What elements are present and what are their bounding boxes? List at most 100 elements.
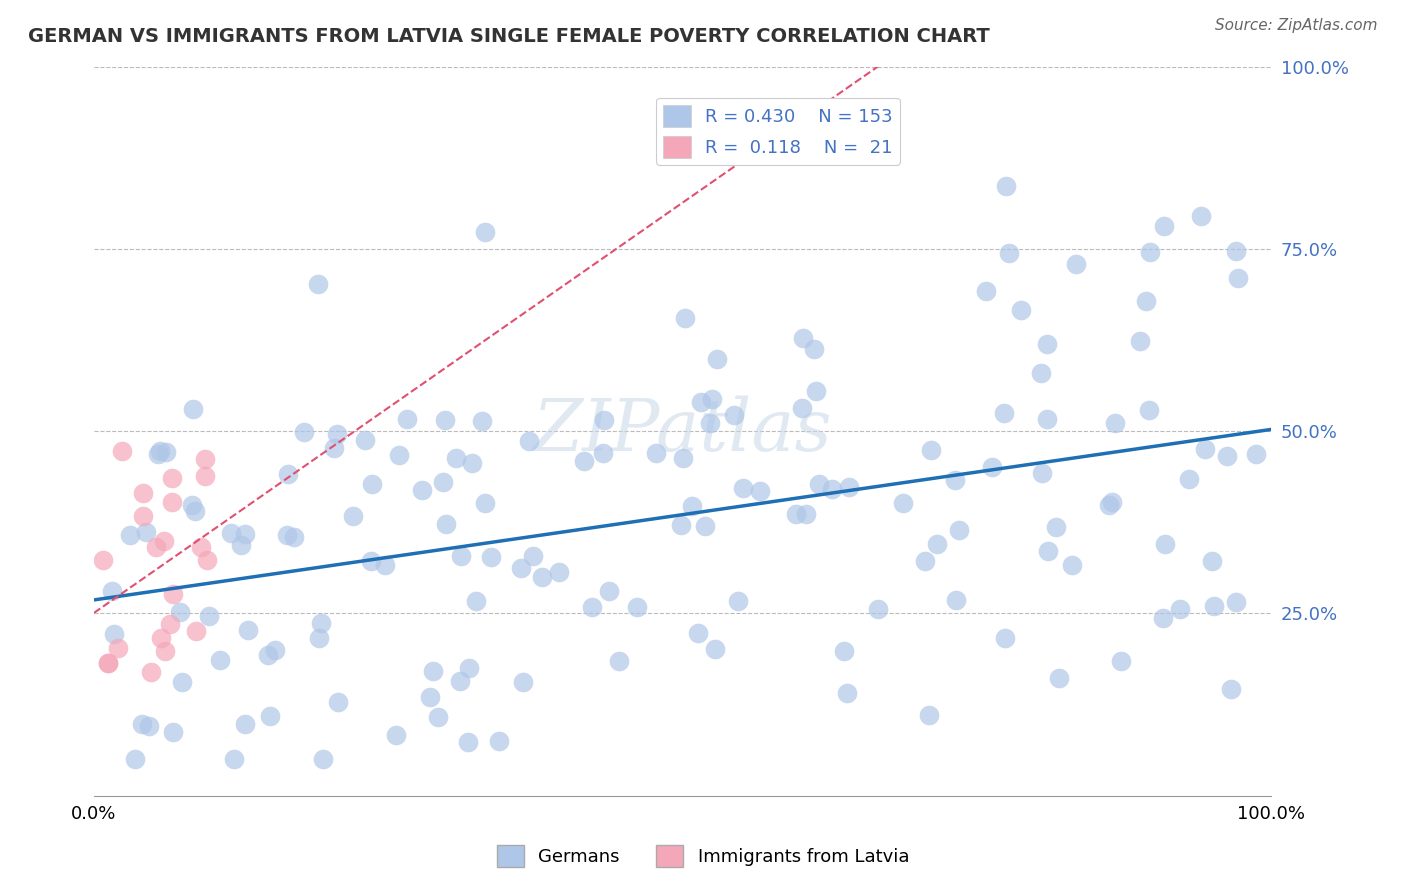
Point	[706, 352, 728, 367]
Point	[943, 473, 966, 487]
Point	[474, 496, 496, 510]
Point	[97, 657, 120, 671]
Legend: R = 0.430    N = 153, R =  0.118    N =  21: R = 0.430 N = 153, R = 0.118 N = 21	[657, 97, 900, 165]
Point	[101, 584, 124, 599]
Point	[103, 627, 125, 641]
Point	[748, 483, 770, 498]
Point	[1227, 270, 1250, 285]
Point	[891, 496, 914, 510]
Point	[184, 624, 207, 639]
Point	[162, 724, 184, 739]
Point	[283, 530, 305, 544]
Point	[162, 587, 184, 601]
Point	[479, 549, 502, 564]
Point	[1178, 472, 1201, 486]
Point	[803, 342, 825, 356]
Point	[97, 656, 120, 670]
Point	[170, 675, 193, 690]
Point	[918, 708, 941, 723]
Point	[925, 537, 948, 551]
Point	[276, 527, 298, 541]
Point	[198, 608, 221, 623]
Point	[132, 508, 155, 523]
Point	[673, 310, 696, 325]
Point	[434, 516, 457, 531]
Point	[276, 467, 298, 482]
Point	[138, 719, 160, 733]
Point	[155, 644, 177, 658]
Point	[1216, 449, 1239, 463]
Point	[1036, 544, 1059, 558]
Point	[111, 443, 134, 458]
Point	[866, 601, 889, 615]
Point	[1153, 219, 1175, 233]
Point	[1152, 611, 1174, 625]
Point	[1035, 412, 1057, 426]
Point	[419, 690, 441, 704]
Point	[838, 480, 860, 494]
Point	[411, 483, 433, 497]
Point	[914, 554, 936, 568]
Point	[512, 675, 534, 690]
Point	[195, 553, 218, 567]
Point	[1064, 257, 1087, 271]
Point	[153, 533, 176, 548]
Point	[139, 665, 162, 679]
Point	[1225, 244, 1247, 258]
Point	[235, 526, 257, 541]
Point	[308, 631, 330, 645]
Point	[1201, 554, 1223, 568]
Point	[461, 456, 484, 470]
Point	[458, 661, 481, 675]
Point	[1135, 293, 1157, 308]
Point	[434, 412, 457, 426]
Point	[581, 600, 603, 615]
Point	[145, 540, 167, 554]
Point	[547, 566, 569, 580]
Point	[474, 225, 496, 239]
Point	[794, 507, 817, 521]
Point	[446, 451, 468, 466]
Point	[426, 710, 449, 724]
Point	[1194, 442, 1216, 457]
Point	[645, 446, 668, 460]
Point	[326, 427, 349, 442]
Point	[688, 626, 710, 640]
Point	[294, 425, 316, 439]
Point	[360, 554, 382, 568]
Point	[160, 495, 183, 509]
Point	[1189, 210, 1212, 224]
Point	[1101, 495, 1123, 509]
Point	[1060, 558, 1083, 573]
Point	[131, 717, 153, 731]
Point	[1045, 520, 1067, 534]
Point	[309, 615, 332, 630]
Point	[727, 594, 749, 608]
Point	[519, 434, 541, 449]
Point	[107, 641, 129, 656]
Point	[374, 558, 396, 573]
Point	[592, 446, 614, 460]
Point	[572, 454, 595, 468]
Point	[1220, 682, 1243, 697]
Point	[945, 592, 967, 607]
Point	[626, 600, 648, 615]
Point	[160, 471, 183, 485]
Point	[1029, 366, 1052, 380]
Point	[1047, 671, 1070, 685]
Point	[993, 406, 1015, 420]
Point	[703, 642, 725, 657]
Point	[1137, 403, 1160, 417]
Point	[723, 409, 745, 423]
Point	[208, 653, 231, 667]
Point	[690, 395, 713, 409]
Point	[221, 525, 243, 540]
Point	[1154, 537, 1177, 551]
Point	[465, 593, 488, 607]
Point	[1111, 654, 1133, 668]
Point	[1010, 302, 1032, 317]
Point	[194, 468, 217, 483]
Point	[449, 674, 471, 689]
Point	[1139, 245, 1161, 260]
Point	[307, 277, 329, 292]
